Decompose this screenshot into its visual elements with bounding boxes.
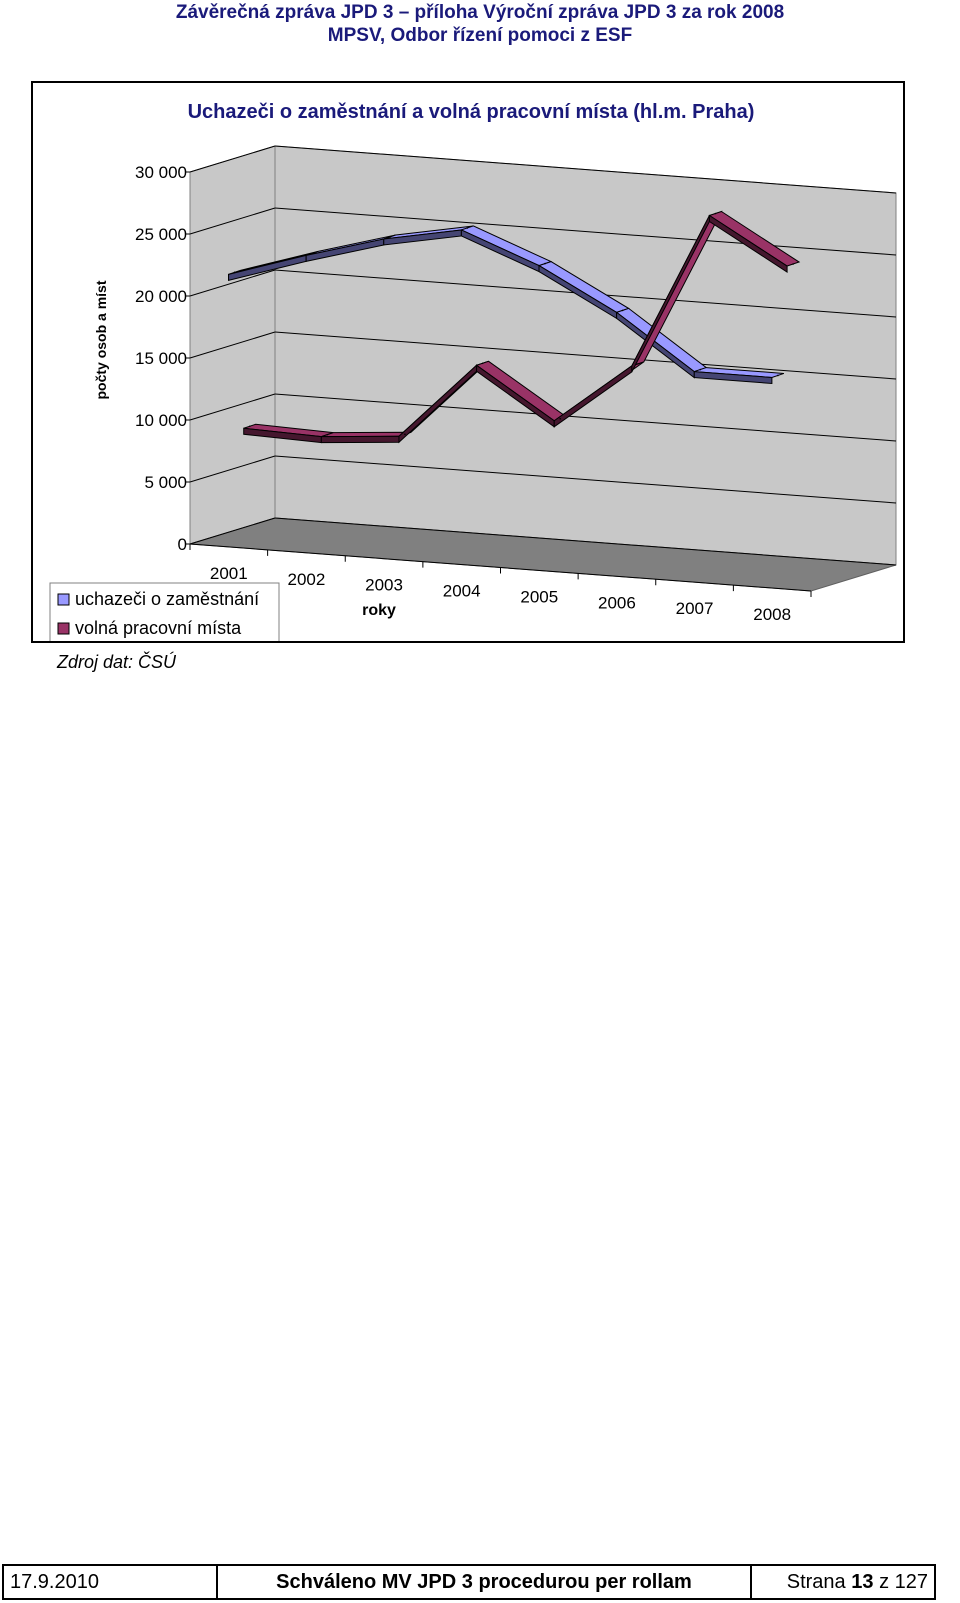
chart-frame: 0 5 000 10 000 15 000 20 000 25 000 30 000 200… <box>31 81 905 643</box>
data-point <box>248 425 251 428</box>
data-point <box>699 368 702 371</box>
gridline-back <box>274 455 897 504</box>
legend-swatch <box>57 593 70 606</box>
gridline-side <box>189 269 276 297</box>
chart-title: Uchazeči o zaměstnání a volná pracovní m… <box>188 101 755 123</box>
x-tick-label: 2003 <box>365 576 403 595</box>
data-point <box>792 263 794 265</box>
footer-date: 17.9.2010 <box>2 1564 218 1600</box>
data-point <box>233 271 236 274</box>
chart-svg: 0 5 000 10 000 15 000 20 000 25 000 30 000 200… <box>49 101 897 641</box>
gridline-back <box>274 207 897 256</box>
gridline-side <box>189 517 276 545</box>
y-axis-label: počty osob a míst <box>93 280 109 399</box>
data-point <box>714 212 717 215</box>
gridline-side <box>189 393 276 421</box>
gridline-back <box>274 145 897 194</box>
legend-swatch <box>57 622 70 635</box>
y-tick-label: 5 000 <box>144 473 187 492</box>
gridline-back <box>274 517 897 566</box>
series-2 <box>243 210 801 444</box>
footer-approval: Schváleno MV JPD 3 procedurou per rollam <box>216 1564 752 1600</box>
legend: uchazeči o zaměstnání volná pracovní míst… <box>49 582 280 641</box>
header-line-1: Závěrečná zpráva JPD 3 – příloha Výroční… <box>175 2 785 23</box>
y-tick-label: 30 000 <box>135 163 187 182</box>
data-point <box>544 262 546 265</box>
gridline-back <box>274 393 897 442</box>
footer-page-number: Strana 13 z 127 <box>750 1564 936 1600</box>
x-tick-label: 2004 <box>443 582 481 601</box>
y-tick-label: 15 000 <box>135 349 187 368</box>
data-point <box>326 433 329 436</box>
source-note: Zdroj dat: ČSÚ <box>57 652 177 672</box>
x-axis-label: roky <box>362 602 396 619</box>
x-tick-label: 2006 <box>598 593 636 612</box>
data-point <box>559 417 562 420</box>
y-tick-label: 0 <box>178 535 187 554</box>
data-point <box>311 252 313 255</box>
gridline-side <box>189 207 276 235</box>
series-segment-side <box>708 214 788 273</box>
x-tick-label: 2008 <box>753 605 791 624</box>
series-segment-side <box>320 435 400 444</box>
gridline-back <box>274 331 897 380</box>
data-point <box>466 227 469 229</box>
x-tick-label: 2002 <box>288 570 326 589</box>
x-tick-label: 2001 <box>210 564 248 583</box>
gridline-side <box>189 145 276 173</box>
x-tick-label: 2007 <box>676 599 714 618</box>
series-segment-side <box>693 371 773 385</box>
page-footer: 17.9.2010 Schváleno MV JPD 3 procedurou … <box>2 1564 936 1600</box>
data-point <box>404 433 406 436</box>
data-point <box>777 374 779 377</box>
gridline-side <box>189 331 276 359</box>
gridline-side <box>189 455 276 483</box>
legend-label: volná pracovní místa <box>75 618 242 638</box>
data-point <box>388 236 391 238</box>
y-tick-label: 20 000 <box>135 287 187 306</box>
data-point <box>621 309 624 312</box>
legend-box <box>49 582 280 641</box>
series-1 <box>228 225 785 385</box>
y-tick-label: 10 000 <box>135 411 187 430</box>
legend-label: uchazeči o zaměstnání <box>75 589 259 609</box>
data-point <box>481 362 484 365</box>
x-tick-label: 2005 <box>520 587 558 606</box>
y-tick-label: 25 000 <box>135 225 187 244</box>
header-line-2: MPSV, Odbor řízení pomoci z ESF <box>327 25 633 46</box>
data-point <box>637 363 639 365</box>
